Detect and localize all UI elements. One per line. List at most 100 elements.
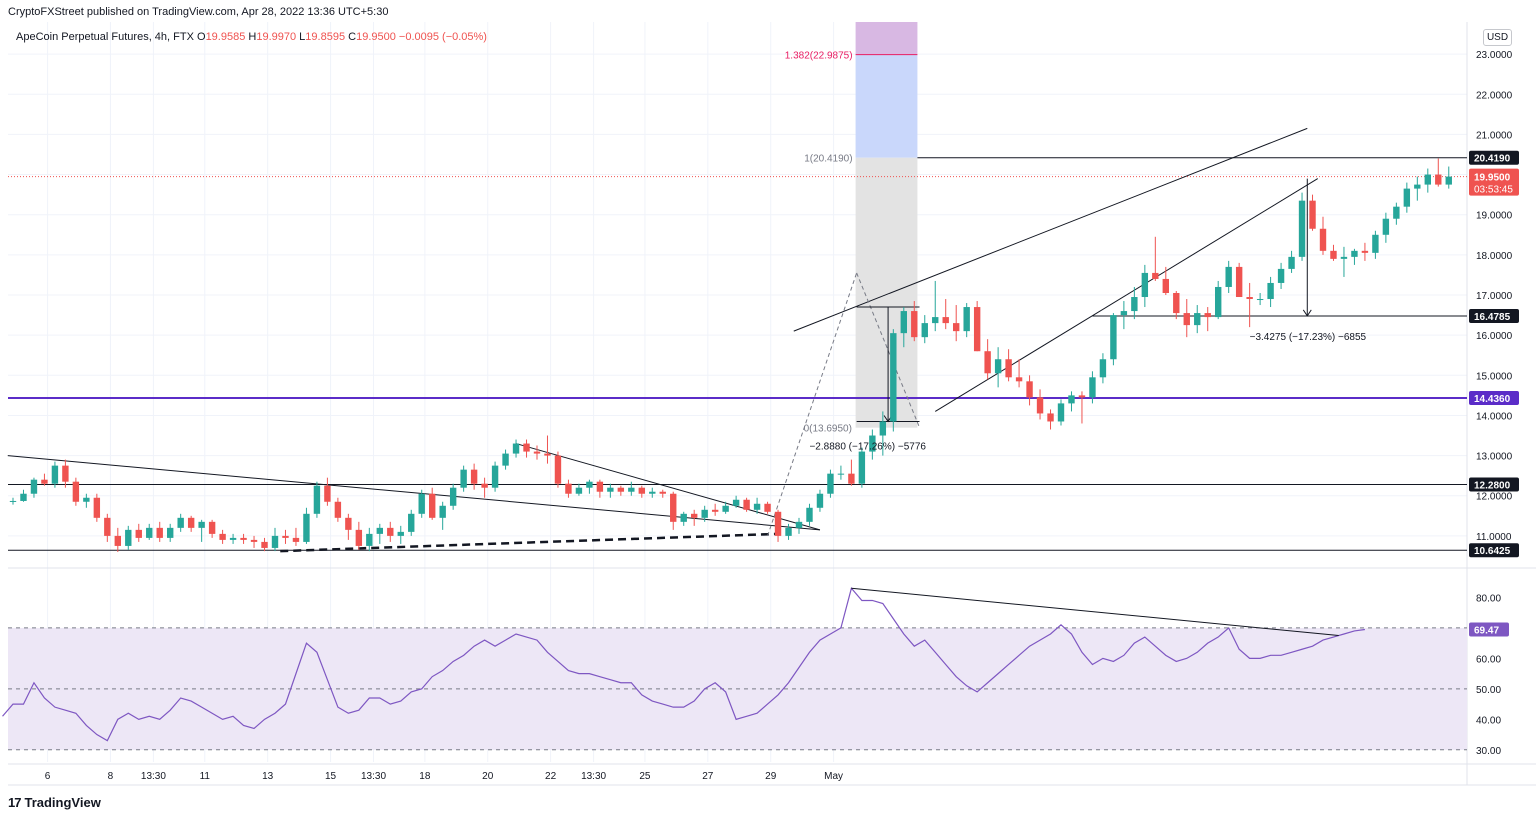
candle-body [1005, 359, 1012, 378]
candle-body [774, 511, 782, 536]
candle-body [1445, 176, 1452, 185]
candle-body [858, 451, 866, 484]
current-price-badge [1469, 168, 1519, 196]
candle-body [376, 527, 383, 534]
rsi-tick-label: 60.00 [1476, 654, 1501, 665]
candle-body [125, 529, 132, 546]
time-tick-label: May [824, 771, 843, 782]
candle-body [20, 493, 27, 501]
candle-body [701, 509, 708, 518]
candle-body [387, 527, 394, 536]
time-tick-label: 13:30 [141, 771, 166, 782]
candle-body [303, 513, 310, 542]
candle-body [324, 485, 331, 502]
candle-body [1246, 297, 1253, 300]
candle-body [491, 465, 499, 488]
candle-body [408, 513, 415, 532]
candle-body [1403, 188, 1411, 207]
candle-body [1057, 403, 1065, 422]
candle-body [994, 359, 1002, 374]
candle-body [890, 333, 897, 422]
candle-body [1298, 200, 1306, 257]
candle-body [1204, 313, 1211, 318]
candle-body [1309, 200, 1316, 229]
candle-body [1078, 395, 1086, 398]
candle-body [1330, 250, 1337, 259]
tradingview-logo-icon: 17 [8, 795, 22, 810]
candle-body [167, 527, 174, 538]
candle-body [848, 473, 855, 484]
fib-leg-up [767, 272, 858, 537]
candle-body [1424, 174, 1431, 185]
candle-body [449, 487, 457, 506]
time-tick-label: 20 [482, 771, 494, 782]
candle-body [942, 317, 949, 324]
candle-body [743, 499, 750, 510]
candle-body [911, 311, 918, 338]
candle-body [753, 503, 761, 510]
candle-body [1099, 359, 1107, 378]
candle-body [1256, 299, 1264, 301]
candle-body [1414, 184, 1421, 189]
fib-target-band [855, 54, 918, 158]
candle-body [638, 487, 645, 494]
candle-body [41, 479, 48, 484]
candle-body [104, 517, 111, 536]
fib-label-0: 1.382(22.9875) [785, 51, 853, 62]
candle-body [691, 513, 698, 518]
candle-body [659, 491, 666, 494]
level-badge-label-1: 16.4785 [1474, 312, 1511, 323]
candle-body [596, 481, 604, 492]
candle-body [1235, 266, 1243, 298]
candle-body [1435, 174, 1442, 185]
price-tick-label: 15.0000 [1476, 371, 1513, 382]
low-key: L [299, 31, 306, 43]
high-value: 19.9970 [256, 31, 297, 43]
candle-body [827, 473, 834, 494]
time-tick-label: 11 [200, 771, 211, 782]
candle-body [62, 465, 69, 482]
price-tick-label: 13.0000 [1476, 452, 1513, 463]
candle-body [51, 465, 59, 484]
candle-body [1267, 282, 1274, 300]
candle-body [607, 487, 614, 492]
candle-body [156, 527, 163, 538]
candle-body [932, 317, 939, 324]
candle-body [292, 537, 300, 542]
level-badge-label-2: 14.4360 [1474, 394, 1511, 405]
rsi-tick-label: 40.00 [1476, 715, 1501, 726]
candle-body [732, 499, 740, 506]
candle-body [187, 517, 195, 528]
time-tick-label: 22 [545, 771, 557, 782]
time-tick-label: 15 [325, 771, 337, 782]
candle-body [439, 505, 446, 518]
candle-body [711, 509, 719, 512]
candle-body [460, 469, 467, 488]
candle-body [785, 527, 792, 536]
candle-body [261, 541, 268, 548]
price-tick-label: 14.0000 [1476, 411, 1513, 422]
price-tick-label: 17.0000 [1476, 291, 1513, 302]
candle-body [146, 527, 153, 538]
candle-body [502, 453, 509, 466]
rsi-divergence-line [851, 587, 1339, 637]
close-key: C [348, 31, 357, 43]
currency-button[interactable]: USD [1483, 29, 1512, 46]
rising-wedge-upper [793, 127, 1308, 332]
candle-body [83, 497, 90, 502]
candle-body [963, 307, 970, 332]
candle-body [1162, 278, 1169, 293]
candle-body [93, 497, 101, 518]
candle-body [9, 500, 17, 502]
tradingview-logo[interactable]: 17 TradingView [8, 795, 101, 810]
candle-body [355, 529, 363, 546]
candle-body [1340, 256, 1348, 259]
candle-body [334, 501, 342, 518]
publish-info: CryptoFXStreet published on TradingView.… [8, 6, 389, 18]
candle-body [953, 323, 960, 332]
level-badge-2 [1469, 390, 1519, 405]
candle-body [1183, 313, 1190, 326]
level-badge-3 [1469, 477, 1519, 492]
price-tick-label: 16.0000 [1476, 331, 1513, 342]
